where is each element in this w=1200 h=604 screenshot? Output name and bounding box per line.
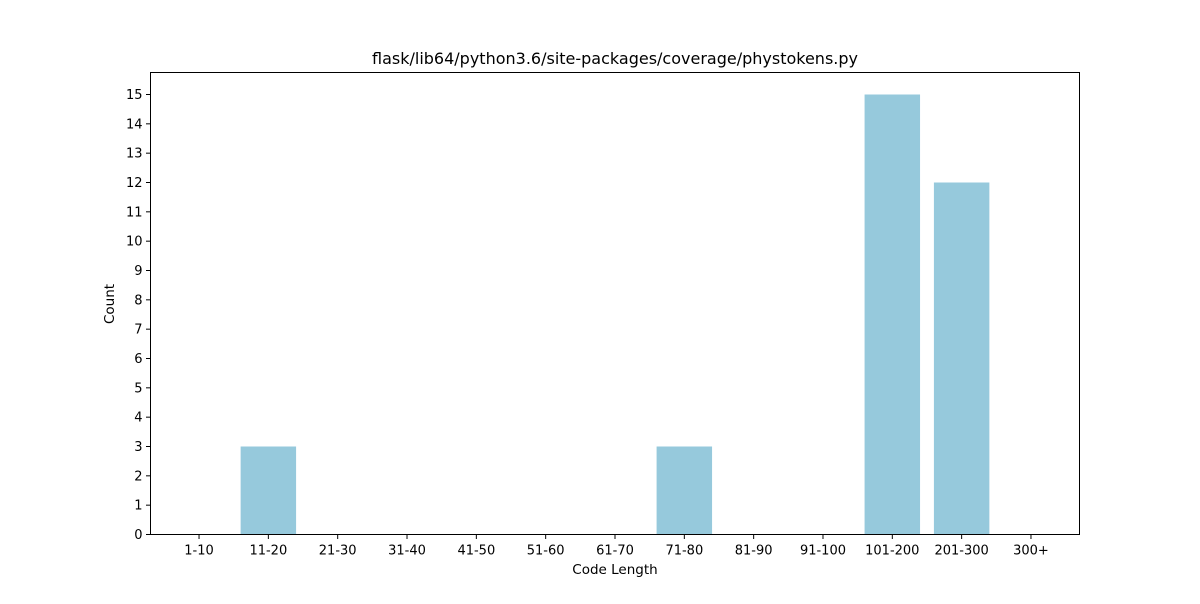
x-tick-label: 51-60 xyxy=(527,544,565,559)
bar-201-300 xyxy=(933,182,990,535)
y-tick-label: 7 xyxy=(134,323,142,338)
x-tick-label: 21-30 xyxy=(319,544,357,559)
x-tick-label: 31-40 xyxy=(388,544,426,559)
y-tick-label: 1 xyxy=(134,499,142,514)
x-tick-label: 61-70 xyxy=(596,544,634,559)
y-tick-label: 13 xyxy=(126,147,143,162)
y-tick-label: 0 xyxy=(134,528,142,543)
x-tick-label: 1-10 xyxy=(184,544,214,559)
bar-71-80 xyxy=(656,446,713,535)
y-tick-label: 15 xyxy=(126,88,143,103)
bar-101-200 xyxy=(864,94,921,535)
x-tick-label: 300+ xyxy=(1013,544,1049,559)
x-tick-label: 91-100 xyxy=(800,544,846,559)
plot-frame xyxy=(150,72,1080,535)
y-axis-label: Count xyxy=(102,284,118,324)
y-tick-label: 9 xyxy=(134,264,142,279)
chart-title: flask/lib64/python3.6/site-packages/cove… xyxy=(372,49,858,68)
bar-11-20 xyxy=(240,446,297,535)
y-tick-label: 2 xyxy=(134,469,142,484)
y-tick-label: 14 xyxy=(126,117,143,132)
x-tick-label: 71-80 xyxy=(665,544,703,559)
x-tick-label: 11-20 xyxy=(249,544,287,559)
y-tick-label: 5 xyxy=(134,381,142,396)
bars-layer xyxy=(240,94,990,535)
x-tick-label: 201-300 xyxy=(934,544,988,559)
y-tick-label: 12 xyxy=(126,176,143,191)
y-tick-label: 4 xyxy=(134,411,142,426)
x-tick-label: 41-50 xyxy=(457,544,495,559)
x-tick-label: 101-200 xyxy=(865,544,919,559)
x-axis-label: Code Length xyxy=(572,562,657,578)
x-axis-ticks: 1-10 11-20 21-30 31-40 41-50 51-60 61-70 71-80 8… xyxy=(184,534,1049,559)
x-tick-label: 81-90 xyxy=(735,544,773,559)
y-tick-label: 3 xyxy=(134,440,142,455)
y-tick-label: 11 xyxy=(126,205,143,220)
y-tick-label: 10 xyxy=(126,235,143,250)
y-tick-label: 6 xyxy=(134,352,142,367)
y-tick-label: 8 xyxy=(134,293,142,308)
